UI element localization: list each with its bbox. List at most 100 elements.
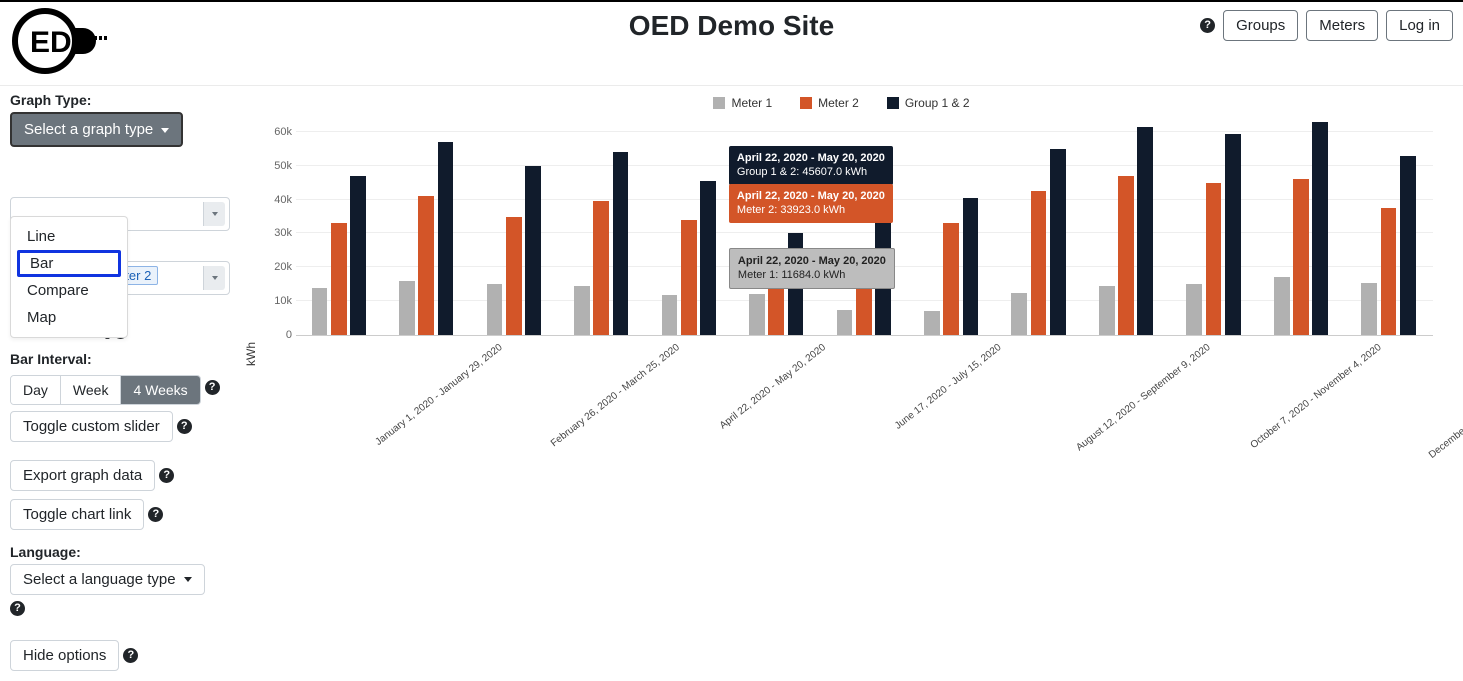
x-tick-label: February 26, 2020 - March 25, 2020	[549, 342, 682, 449]
help-icon[interactable]: ?	[1200, 18, 1215, 33]
bar-group	[1258, 116, 1345, 335]
bar[interactable]	[749, 294, 765, 335]
legend-label: Group 1 & 2	[905, 96, 970, 110]
bar[interactable]	[438, 142, 454, 335]
help-icon[interactable]: ?	[148, 507, 163, 522]
chevron-down-icon[interactable]	[203, 266, 225, 290]
bar[interactable]	[1011, 293, 1027, 335]
legend-item[interactable]: Group 1 & 2	[887, 96, 970, 110]
bar-chart[interactable]: 010k20k30k40k50k60kApril 22, 2020 - May …	[296, 116, 1433, 336]
meters-button[interactable]: Meters	[1306, 10, 1378, 41]
bar[interactable]	[700, 181, 716, 335]
bar-interval-option[interactable]: Week	[61, 376, 122, 404]
language-dropdown[interactable]: Select a language type	[10, 564, 205, 595]
language-dropdown-label: Select a language type	[23, 571, 176, 588]
bar-group	[1171, 116, 1258, 335]
bar[interactable]	[418, 196, 434, 335]
bar[interactable]	[312, 288, 328, 335]
export-graph-data-button[interactable]: Export graph data	[10, 460, 155, 491]
y-tick: 50k	[256, 160, 292, 172]
graph-type-option-map[interactable]: Map	[11, 304, 127, 331]
graph-type-dropdown[interactable]: Select a graph type	[10, 112, 183, 147]
bar-group	[646, 116, 733, 335]
legend-item[interactable]: Meter 2	[800, 96, 859, 110]
x-tick-label: April 22, 2020 - May 20, 2020	[717, 342, 827, 431]
graph-type-label: Graph Type:	[10, 92, 230, 108]
bar[interactable]	[1293, 179, 1309, 335]
y-tick: 20k	[256, 261, 292, 273]
bar[interactable]	[963, 198, 979, 335]
bar[interactable]	[1274, 277, 1290, 335]
graph-type-option-bar[interactable]: Bar	[17, 250, 121, 277]
bar[interactable]	[1312, 122, 1328, 335]
hide-options-button[interactable]: Hide options	[10, 640, 119, 671]
help-icon[interactable]: ?	[177, 419, 192, 434]
bar[interactable]	[331, 223, 347, 335]
x-tick-label: June 17, 2020 - July 15, 2020	[892, 342, 1003, 432]
bar[interactable]	[943, 223, 959, 335]
bar[interactable]	[924, 311, 940, 335]
y-tick: 0	[256, 329, 292, 341]
bar-group	[996, 116, 1083, 335]
logo: ED	[10, 6, 120, 79]
graph-type-option-line[interactable]: Line	[11, 223, 127, 250]
bar-interval-option[interactable]: 4 Weeks	[121, 376, 199, 404]
bar[interactable]	[1206, 183, 1222, 335]
x-tick-label: August 12, 2020 - September 9, 2020	[1075, 342, 1213, 453]
legend-item[interactable]: Meter 1	[713, 96, 772, 110]
y-tick: 30k	[256, 227, 292, 239]
bar[interactable]	[399, 281, 415, 335]
bar-interval-group: DayWeek4 Weeks	[10, 375, 201, 405]
bar[interactable]	[506, 217, 522, 335]
bar[interactable]	[1361, 283, 1377, 335]
bar[interactable]	[574, 286, 590, 335]
bar[interactable]	[1381, 208, 1397, 335]
bar-interval-label: Bar Interval:	[10, 351, 230, 367]
legend-swatch	[800, 97, 812, 109]
toggle-custom-slider-button[interactable]: Toggle custom slider	[10, 411, 173, 442]
bar[interactable]	[1118, 176, 1134, 335]
bar-group	[1083, 116, 1170, 335]
login-button[interactable]: Log in	[1386, 10, 1453, 41]
language-label: Language:	[10, 544, 230, 560]
bar[interactable]	[525, 166, 541, 335]
help-icon[interactable]: ?	[10, 601, 25, 616]
bar[interactable]	[1400, 156, 1416, 335]
chevron-down-icon	[161, 128, 169, 133]
bar[interactable]	[837, 310, 853, 335]
groups-button[interactable]: Groups	[1223, 10, 1298, 41]
bar[interactable]	[1050, 149, 1066, 335]
y-axis-label: kWh	[244, 342, 258, 366]
legend-label: Meter 1	[731, 96, 772, 110]
tooltip: April 22, 2020 - May 20, 2020Meter 1: 11…	[729, 248, 895, 289]
bar[interactable]	[662, 295, 678, 335]
chart-area: Meter 1Meter 2Group 1 & 2 kWh 010k20k30k…	[240, 86, 1463, 681]
x-axis-labels: January 1, 2020 - January 29, 2020Februa…	[296, 336, 1433, 456]
help-icon[interactable]: ?	[205, 380, 220, 395]
tooltip: April 22, 2020 - May 20, 2020Group 1 & 2…	[729, 146, 893, 185]
graph-type-option-compare[interactable]: Compare	[11, 277, 127, 304]
bar[interactable]	[1186, 284, 1202, 335]
sidebar: Graph Type: Select a graph type LineBarC…	[0, 86, 240, 681]
chevron-down-icon	[184, 577, 192, 582]
legend-label: Meter 2	[818, 96, 859, 110]
bar[interactable]	[593, 201, 609, 335]
toggle-chart-link-button[interactable]: Toggle chart link	[10, 499, 144, 530]
bar[interactable]	[487, 284, 503, 335]
bar[interactable]	[1031, 191, 1047, 335]
bar[interactable]	[681, 220, 697, 335]
y-tick: 10k	[256, 295, 292, 307]
chart-legend: Meter 1 Meter 2 Group 1 & 2	[240, 96, 1443, 110]
bar[interactable]	[613, 152, 629, 335]
chevron-down-icon[interactable]	[203, 202, 225, 226]
help-icon[interactable]: ?	[123, 648, 138, 663]
bar[interactable]	[1225, 134, 1241, 335]
bar-interval-option[interactable]: Day	[11, 376, 61, 404]
bar[interactable]	[350, 176, 366, 335]
bar[interactable]	[1099, 286, 1115, 335]
bar-group	[471, 116, 558, 335]
help-icon[interactable]: ?	[159, 468, 174, 483]
bar[interactable]	[1137, 127, 1153, 335]
x-tick-label: October 7, 2020 - November 4, 2020	[1249, 342, 1384, 451]
y-tick: 60k	[256, 126, 292, 138]
